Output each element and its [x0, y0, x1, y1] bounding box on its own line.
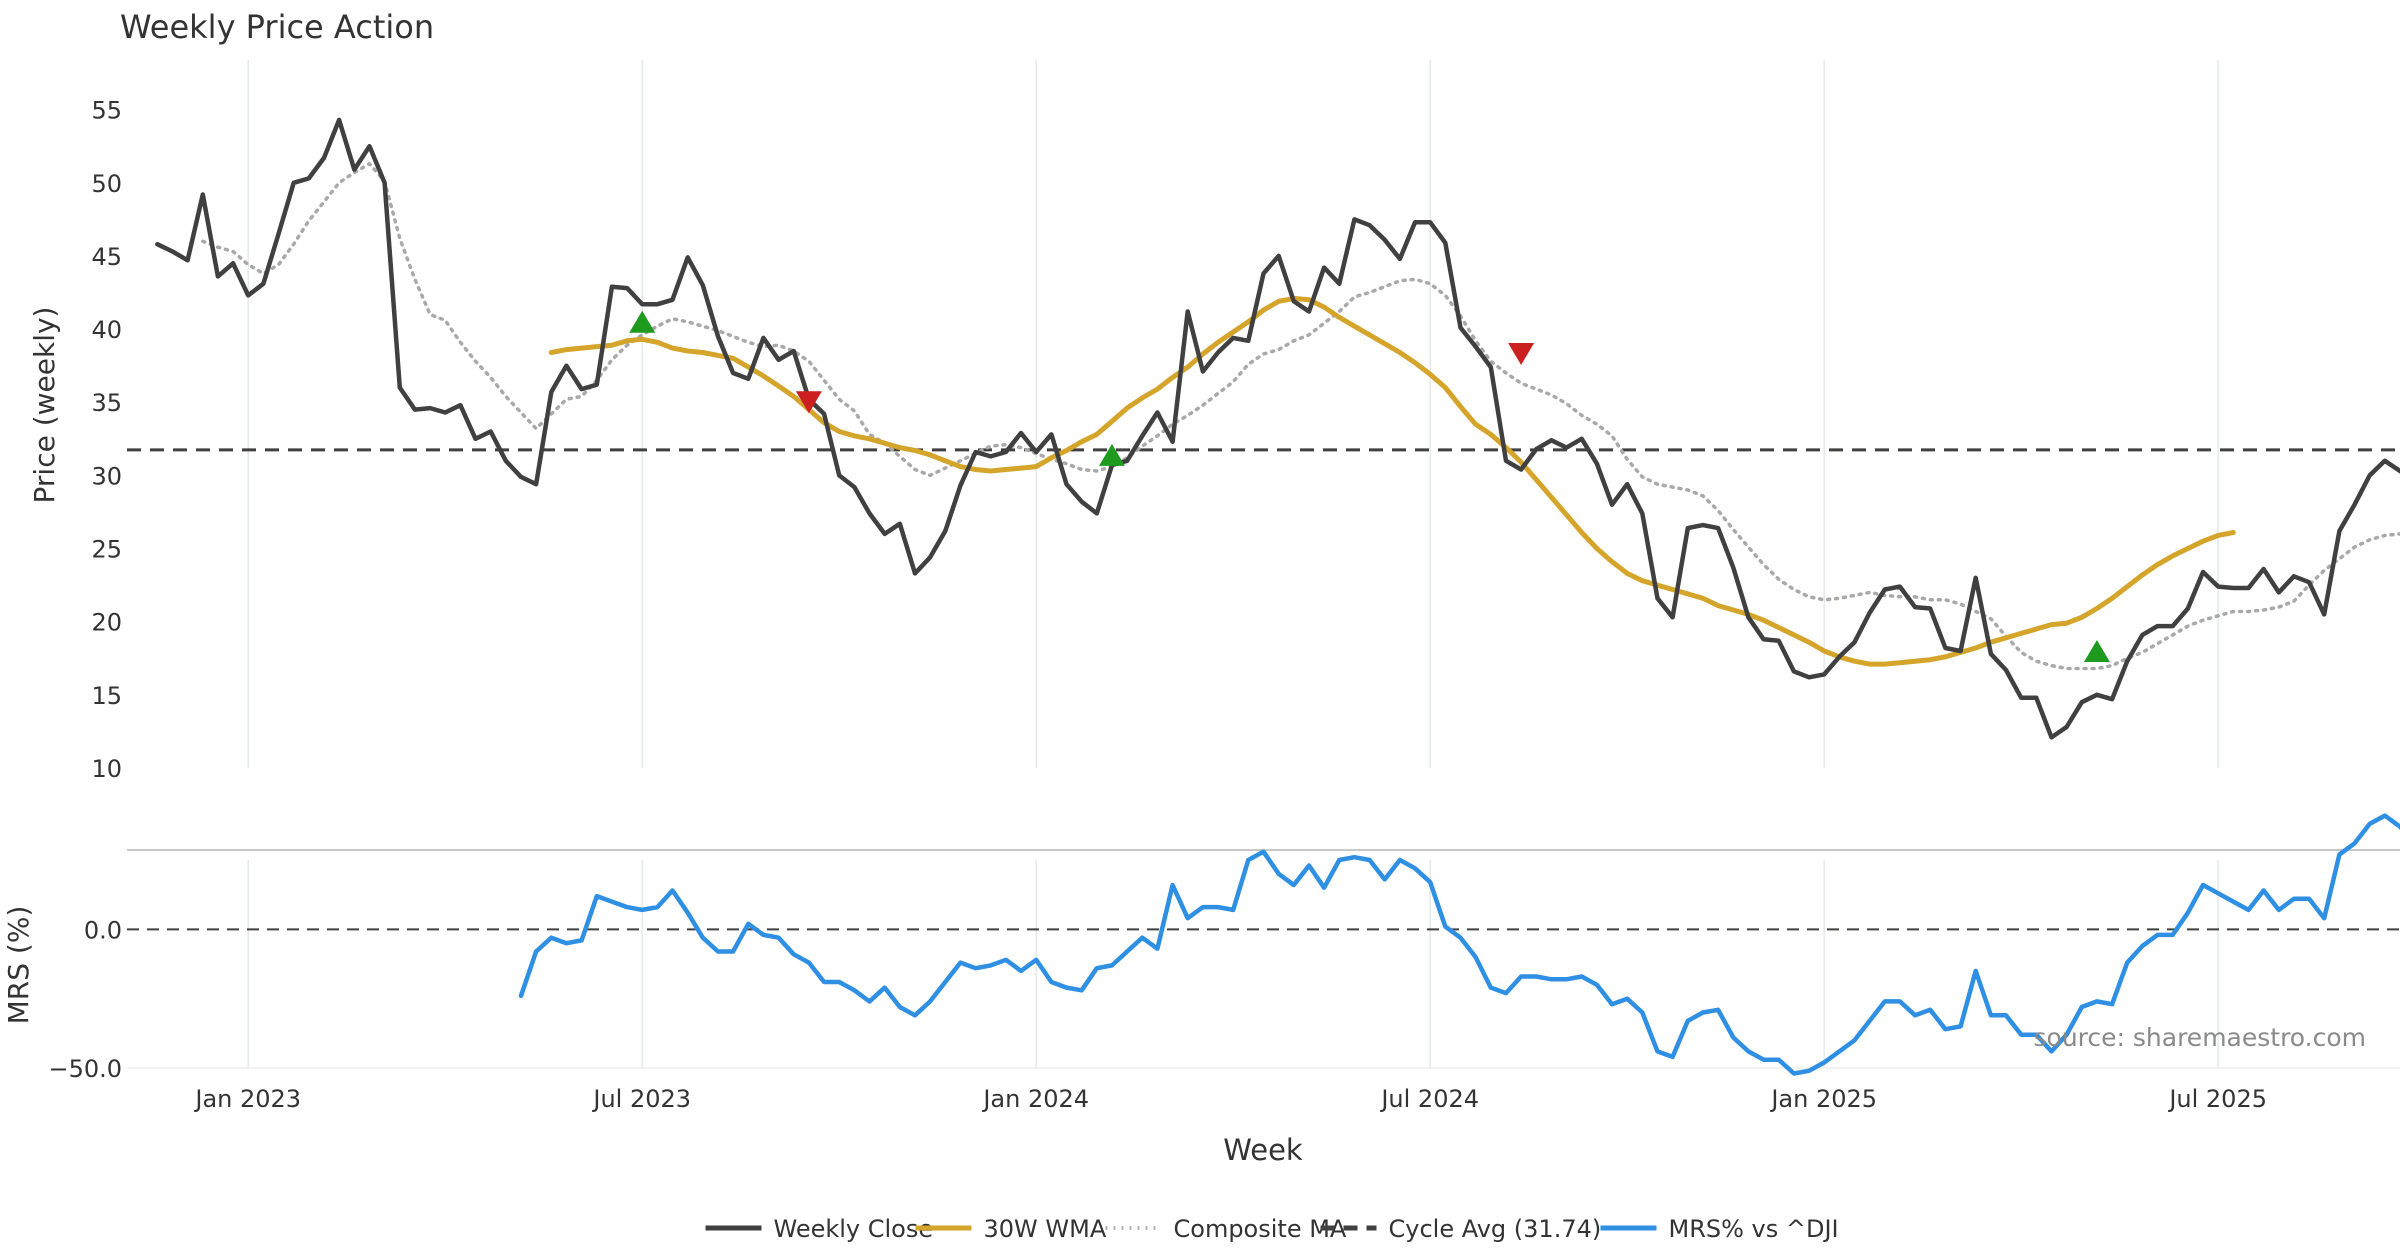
- x-tick-label: Jan 2023: [193, 1085, 301, 1113]
- mrs-y-tick-label: 0.0: [84, 916, 122, 944]
- sell-signal-marker: [795, 391, 822, 414]
- legend-label-wma: 30W WMA: [984, 1215, 1107, 1243]
- sell-signal-marker: [1508, 342, 1535, 365]
- legend-label-composite: Composite MA: [1174, 1215, 1347, 1243]
- chart-title: Weekly Price Action: [120, 8, 434, 46]
- price-y-tick-label: 45: [91, 243, 122, 271]
- mrs-series-group: [127, 813, 2400, 1076]
- mrs-y-axis-ticks: 0.0 −50.0: [48, 916, 122, 1083]
- price-y-tick-label: 40: [91, 316, 122, 344]
- x-tick-label: Jan 2024: [981, 1085, 1089, 1113]
- price-y-tick-label: 20: [91, 609, 122, 637]
- x-axis-label: Week: [1223, 1133, 1303, 1167]
- buy-signal-marker: [1098, 443, 1125, 466]
- composite-ma-line: [201, 162, 2400, 671]
- price-y-axis-ticks: 10 15 20 25 30 35 40 45 50 55: [91, 97, 122, 783]
- price-y-tick-label: 25: [91, 536, 122, 564]
- x-tick-label: Jul 2023: [591, 1085, 691, 1113]
- mrs-panel-grid: [127, 860, 2400, 1069]
- mrs-line: [518, 813, 2400, 1076]
- x-tick-label: Jul 2024: [1379, 1085, 1479, 1113]
- price-y-tick-label: 30: [91, 462, 122, 490]
- weekly-close-line: [155, 117, 2400, 740]
- price-y-tick-label: 55: [91, 97, 122, 125]
- x-tick-label: Jul 2025: [2167, 1085, 2267, 1113]
- buy-signal-marker: [629, 310, 656, 333]
- legend-label-close: Weekly Close: [774, 1215, 934, 1243]
- price-y-tick-label: 50: [91, 170, 122, 198]
- x-tick-label: Jan 2025: [1769, 1085, 1877, 1113]
- legend: Weekly Close 30W WMA Composite MA Cycle Avg…: [705, 1215, 1839, 1243]
- buy-signal-marker: [2083, 639, 2110, 662]
- legend-label-cycle: Cycle Avg (31.74): [1389, 1215, 1602, 1243]
- price-y-tick-label: 15: [91, 682, 122, 710]
- source-note: source: sharemaestro.com: [2034, 1023, 2367, 1052]
- price-y-tick-label: 10: [91, 755, 122, 783]
- price-y-axis-label: Price (weekly): [28, 307, 61, 504]
- price-y-tick-label: 35: [91, 389, 122, 417]
- price-series-group: [127, 117, 2400, 740]
- mrs-y-axis-label: MRS (%): [2, 906, 35, 1025]
- price-panel-grid: [247, 60, 2219, 768]
- wma-30w-line: [548, 295, 2236, 667]
- x-axis-ticks: Jan 2023 Jul 2023 Jan 2024 Jul 2024 Jan 2025…: [193, 1085, 2267, 1113]
- mrs-y-tick-label: −50.0: [48, 1055, 122, 1083]
- signal-markers: [629, 310, 2110, 662]
- legend-label-mrs: MRS% vs ^DJI: [1669, 1215, 1839, 1243]
